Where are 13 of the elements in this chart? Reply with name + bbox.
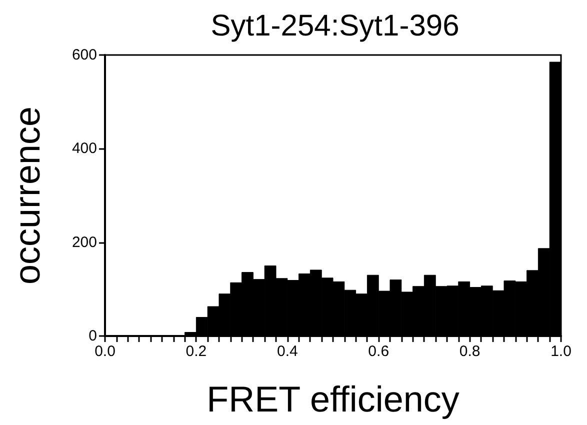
x-tick-label: 0.2 — [186, 343, 207, 360]
x-tick-label: 0.8 — [459, 343, 480, 360]
y-tick-label: 0 — [88, 328, 97, 344]
x-tick-label: 0.4 — [276, 343, 298, 360]
x-tick-label: 0.0 — [94, 343, 116, 360]
y-tick-label: 200 — [72, 234, 97, 251]
y-tick-label: 600 — [72, 46, 97, 64]
chart-title: Syt1-254:Syt1-396 — [210, 10, 460, 42]
x-tick-label: 0.6 — [368, 343, 390, 360]
x-tick-label: 1.0 — [550, 343, 572, 360]
y-tick-label: 400 — [72, 140, 97, 158]
x-axis-title: FRET efficiency — [206, 378, 460, 420]
y-axis-title: occurrence — [6, 106, 48, 285]
